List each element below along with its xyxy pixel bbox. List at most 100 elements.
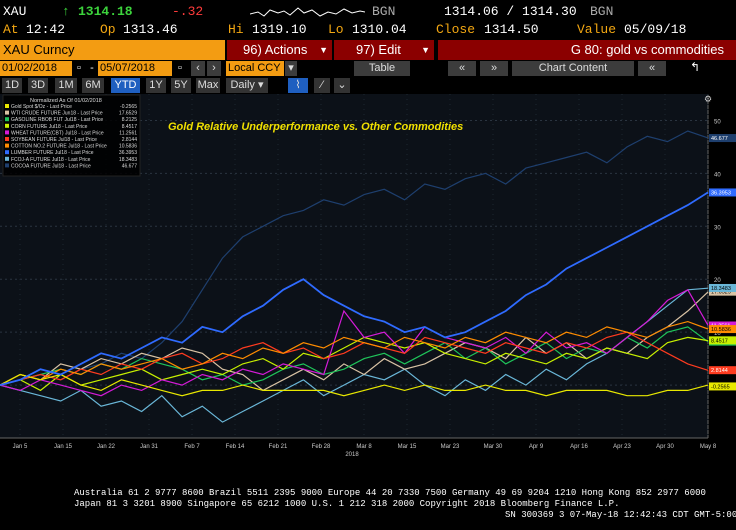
value-tag <box>709 325 736 334</box>
legend-swatch <box>5 150 9 155</box>
period-ytd[interactable]: YTD <box>111 78 140 93</box>
x-tick-label: Feb 21 <box>269 444 288 450</box>
x-tick-label: Mar 23 <box>441 444 460 450</box>
collapse-left-icon[interactable]: « <box>448 61 476 76</box>
legend-value: 2.8144 <box>122 137 138 143</box>
legend-swatch <box>5 117 9 122</box>
calendar-icon[interactable]: ▫ <box>73 61 85 76</box>
currency-select[interactable]: Local CCY <box>226 61 284 76</box>
value-tag-label: 8.4517 <box>711 338 728 344</box>
expand-right-icon[interactable]: » <box>480 61 508 76</box>
table-button[interactable]: Table <box>354 61 410 76</box>
y-tick-label: 50 <box>714 119 721 125</box>
frequency-label: Daily <box>230 79 255 91</box>
chevron-down-icon[interactable]: ▾ <box>285 61 297 76</box>
end-date-field[interactable]: 05/07/2018 <box>98 61 172 76</box>
actions-number: 96) <box>243 42 262 57</box>
chevron-down-icon: ▼ <box>421 45 430 55</box>
start-date-field[interactable]: 01/02/2018 <box>0 61 72 76</box>
period-1m[interactable]: 1M <box>55 78 77 93</box>
value-tag <box>709 134 736 143</box>
footer-line-1: Australia 61 2 9777 8600 Brazil 5511 239… <box>74 488 706 498</box>
series-line <box>0 289 709 397</box>
x-tick-label: Jan 15 <box>54 444 73 450</box>
value-tag <box>709 366 736 375</box>
value-tag-label: 36.3953 <box>711 190 731 196</box>
low-value: 1310.04 <box>352 22 407 37</box>
value-label: Value <box>577 22 617 37</box>
edit-number: 97) <box>356 42 375 57</box>
collapse-left-icon[interactable]: « <box>638 61 666 76</box>
series-line <box>0 320 709 386</box>
legend-value: 46.677 <box>122 163 138 169</box>
chart-content-button[interactable]: Chart Content <box>512 61 634 76</box>
legend-value: 10.5836 <box>119 144 137 150</box>
value-tag <box>709 336 736 345</box>
high-value: 1319.10 <box>252 22 307 37</box>
legend-value: -0.2565 <box>120 104 137 110</box>
y-tick-label: 20 <box>714 278 721 284</box>
last-price: 1314.18 <box>78 4 133 19</box>
period-row: 1D 3D 1M 6M YTD 1Y 5Y Max Daily ▾ ⌇ ⁄ ⌄ <box>0 77 736 94</box>
legend-entry: FCOJ-A FUTURE Jul18 - Last Price <box>11 157 91 163</box>
legend-value: 18.3483 <box>119 157 137 163</box>
quote-bar: XAU ↑ 1314.18 -.32 BGN 1314.06 / 1314.30… <box>0 0 736 40</box>
actions-button[interactable]: 96) Actions ▼ <box>227 40 332 60</box>
legend-swatch <box>5 110 9 115</box>
draw-tool-icon[interactable]: ⁄ <box>314 78 330 93</box>
period-1d[interactable]: 1D <box>2 78 22 93</box>
legend-swatch <box>5 130 9 135</box>
footer-line-3: SN 300369 3 07-May-18 12:42:43 CDT GMT-5… <box>505 510 736 520</box>
value-tag <box>709 382 736 391</box>
legend-box <box>2 94 141 177</box>
x-year-label: 2018 <box>345 452 359 458</box>
value-tag <box>709 283 736 292</box>
x-tick-label: Mar 15 <box>398 444 417 450</box>
price-change: -.32 <box>172 4 204 19</box>
y-tick-label: 10 <box>714 331 721 337</box>
close-value: 1314.50 <box>484 22 539 37</box>
y-tick-label: 30 <box>714 225 721 231</box>
legend-value: 36.3953 <box>119 150 137 156</box>
series-line <box>0 191 709 386</box>
value-tag-label: 17.6529 <box>711 290 731 296</box>
period-6m[interactable]: 6M <box>82 78 104 93</box>
prev-arrow-icon[interactable]: ‹ <box>191 61 205 76</box>
line-chart-icon[interactable]: ⌇ <box>288 78 308 93</box>
x-tick-label: Feb 28 <box>312 444 331 450</box>
legend-entry: Gold Spot $/Oz - Last Price <box>11 104 72 110</box>
legend-swatch <box>5 163 9 168</box>
value-date: 05/09/18 <box>624 22 687 37</box>
calendar-icon[interactable]: ▫ <box>174 61 186 76</box>
edit-button[interactable]: 97) Edit ▼ <box>334 40 434 60</box>
period-1y[interactable]: 1Y <box>146 78 166 93</box>
return-arrow-icon[interactable]: ↰ <box>690 60 701 74</box>
annotate-icon[interactable]: ⌄ <box>334 78 350 93</box>
actions-label: Actions <box>264 42 308 57</box>
period-5y[interactable]: 5Y <box>171 78 191 93</box>
period-max[interactable]: Max <box>196 78 220 93</box>
next-arrow-icon[interactable]: › <box>207 61 221 76</box>
open-value: 1313.46 <box>123 22 178 37</box>
legend-value: 8.2125 <box>122 117 138 123</box>
x-tick-label: Apr 9 <box>529 444 544 450</box>
legend-entry: GASOLINE RBOB FUT Jul18 - Last Price <box>11 117 103 123</box>
legend-entry: SOYBEAN FUTURE Jul18 - Last Price <box>11 137 97 143</box>
period-3d[interactable]: 3D <box>28 78 48 93</box>
x-tick-label: Apr 30 <box>656 444 674 450</box>
value-tag-label: 2.8144 <box>711 368 728 374</box>
close-label: Close <box>436 22 476 37</box>
series-line <box>0 331 709 386</box>
legend-entry: WTI CRUDE FUTURE Jun18 - Last Price <box>11 111 103 117</box>
up-arrow-icon: ↑ <box>62 4 70 19</box>
bid-ask: 1314.06 / 1314.30 <box>444 4 577 19</box>
legend-swatch <box>5 143 9 148</box>
frequency-select[interactable]: Daily ▾ <box>226 78 268 93</box>
security-field[interactable]: XAU Curncy <box>0 40 225 60</box>
series-line <box>0 130 709 386</box>
x-tick-label: Jan 5 <box>13 444 28 450</box>
date-row: 01/02/2018 ▫ - 05/07/2018 ▫ ‹ › Local CC… <box>0 60 736 77</box>
chevron-down-icon: ▼ <box>319 45 328 55</box>
